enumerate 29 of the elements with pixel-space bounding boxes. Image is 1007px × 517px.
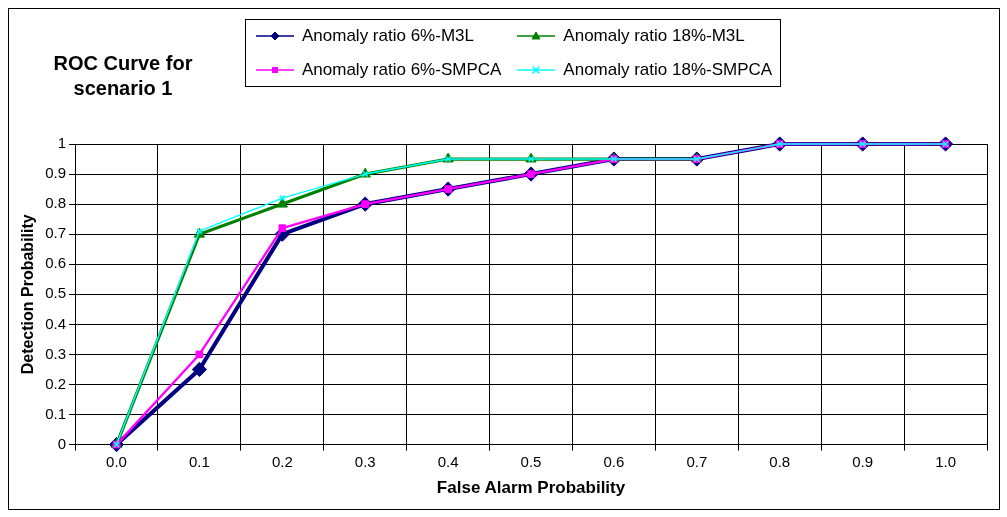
x-tick-label: 0.2 xyxy=(271,452,293,470)
x-tick-label: 0.4 xyxy=(437,452,459,470)
y-tick-label: 0.8 xyxy=(45,194,67,212)
x-tick-label: 0.7 xyxy=(686,452,708,470)
y-tick-label: 0.4 xyxy=(45,314,67,332)
legend-label: Anomaly ratio 6%-SMPCA xyxy=(302,60,502,80)
x-tick-label: 0.8 xyxy=(769,452,791,470)
legend-label: Anomaly ratio 6%-M3L xyxy=(302,26,474,46)
x-tick-label: 0.1 xyxy=(188,452,210,470)
y-tick-label: 0.6 xyxy=(45,254,67,272)
x-tick-label: 0.9 xyxy=(852,452,874,470)
y-tick-label: 0 xyxy=(57,434,67,452)
x-tick-label: 1.0 xyxy=(935,452,956,470)
x-tick-label: 0.6 xyxy=(603,452,625,470)
y-tick-label: 0.5 xyxy=(45,284,67,302)
y-tick-label: 0.9 xyxy=(45,164,67,182)
y-tick-label: 0.3 xyxy=(45,344,67,362)
y-tick-label: 0.1 xyxy=(45,404,67,422)
y-tick-label: 0.2 xyxy=(45,374,67,392)
y-tick-label: 0.7 xyxy=(45,224,67,242)
x-tick-label: 0.3 xyxy=(354,452,376,470)
x-tick-label: 0.0 xyxy=(106,452,127,470)
y-tick-label: 1 xyxy=(57,134,67,152)
chart-title: ROC Curve for scenario 1 xyxy=(52,51,194,101)
legend-label: Anomaly ratio 18%-SMPCA xyxy=(563,60,773,80)
x-axis-title: False Alarm Probability xyxy=(436,478,626,498)
x-tick-label: 0.5 xyxy=(520,452,542,470)
legend-label: Anomaly ratio 18%-M3L xyxy=(563,26,745,46)
y-axis-title: Detection Probability xyxy=(19,214,37,375)
